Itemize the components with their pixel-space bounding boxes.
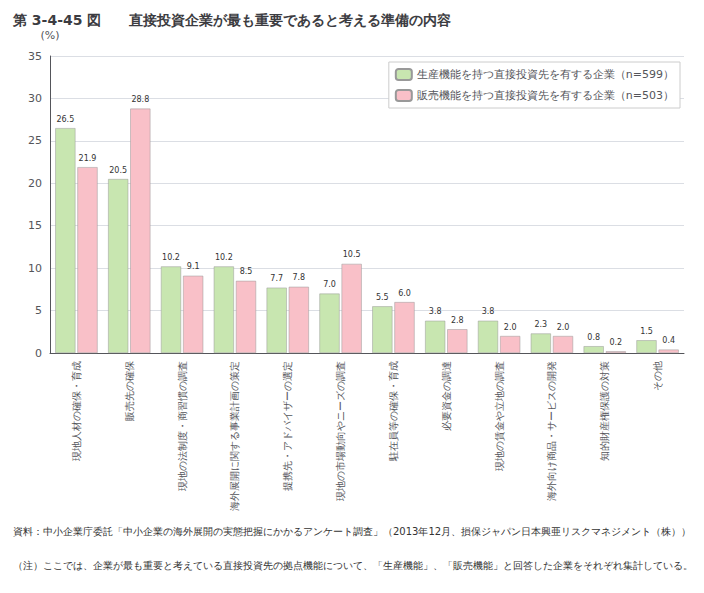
svg-text:(%): (%) xyxy=(40,29,59,42)
svg-text:販売機能を持つ直接投資先を有する企業（n=503）: 販売機能を持つ直接投資先を有する企業（n=503） xyxy=(417,89,674,102)
svg-text:提携先・アドバイザーの選定: 提携先・アドバイザーの選定 xyxy=(282,361,293,491)
svg-text:26.5: 26.5 xyxy=(56,115,74,124)
svg-text:現地人材の確保・育成: 現地人材の確保・育成 xyxy=(71,361,82,461)
svg-text:10: 10 xyxy=(28,262,42,275)
svg-text:5: 5 xyxy=(35,304,42,317)
svg-text:6.0: 6.0 xyxy=(398,289,411,298)
svg-text:0.4: 0.4 xyxy=(662,336,675,345)
svg-text:知的財産権保護の対策: 知的財産権保護の対策 xyxy=(599,361,610,461)
svg-text:35: 35 xyxy=(28,50,42,63)
svg-text:現地の市場動向やニーズの調査: 現地の市場動向やニーズの調査 xyxy=(335,361,346,501)
svg-text:2.0: 2.0 xyxy=(557,323,570,332)
svg-text:0.8: 0.8 xyxy=(587,333,600,342)
svg-text:2.8: 2.8 xyxy=(451,316,464,325)
svg-text:20.5: 20.5 xyxy=(109,166,127,175)
svg-text:10.2: 10.2 xyxy=(215,253,233,262)
svg-text:10.2: 10.2 xyxy=(162,253,180,262)
svg-text:（注）ここでは、企業が最も重要と考えている直接投資先の拠点機: （注）ここでは、企業が最も重要と考えている直接投資先の拠点機能について、「生産機… xyxy=(13,560,693,571)
svg-text:駐在員等の確保・育成: 駐在員等の確保・育成 xyxy=(388,361,399,462)
svg-text:その他: その他 xyxy=(652,361,663,391)
svg-text:資料：中小企業庁委託「中小企業の海外展開の実態把握にかかるア: 資料：中小企業庁委託「中小企業の海外展開の実態把握にかかるアンケート調査」（20… xyxy=(13,526,691,537)
svg-text:1.5: 1.5 xyxy=(640,327,653,336)
svg-text:2.3: 2.3 xyxy=(534,320,547,329)
svg-text:5.5: 5.5 xyxy=(376,293,389,302)
svg-text:9.1: 9.1 xyxy=(187,262,200,271)
svg-text:15: 15 xyxy=(28,219,42,232)
svg-text:7.0: 7.0 xyxy=(323,280,336,289)
svg-text:21.9: 21.9 xyxy=(79,154,97,163)
svg-text:現地の賃金や立地の調査: 現地の賃金や立地の調査 xyxy=(494,361,505,471)
svg-text:2.0: 2.0 xyxy=(504,323,517,332)
svg-text:海外向け商品・サービスの開発: 海外向け商品・サービスの開発 xyxy=(546,361,557,501)
svg-text:0.2: 0.2 xyxy=(609,338,622,347)
svg-text:7.8: 7.8 xyxy=(292,273,305,282)
svg-text:海外展開に関する事業計画の策定: 海外展開に関する事業計画の策定 xyxy=(229,361,240,511)
svg-text:20: 20 xyxy=(28,177,42,190)
svg-text:第 3-4-45 図 直接投資企業が最も重要であると考える: 第 3-4-45 図 直接投資企業が最も重要であると考える準備の内容 xyxy=(12,12,451,28)
svg-text:販売先の確保: 販売先の確保 xyxy=(124,361,135,421)
svg-text:10.5: 10.5 xyxy=(343,250,361,259)
svg-text:3.8: 3.8 xyxy=(429,307,442,316)
svg-text:現地の法制度・商習慣の調査: 現地の法制度・商習慣の調査 xyxy=(177,361,188,491)
svg-text:30: 30 xyxy=(28,92,42,105)
svg-text:25: 25 xyxy=(28,134,42,147)
svg-text:7.7: 7.7 xyxy=(270,274,283,283)
svg-text:生産機能を持つ直接投資先を有する企業（n=599）: 生産機能を持つ直接投資先を有する企業（n=599） xyxy=(417,68,674,81)
svg-text:28.8: 28.8 xyxy=(131,95,149,104)
svg-text:必要資金の調達: 必要資金の調達 xyxy=(441,361,452,431)
svg-text:8.5: 8.5 xyxy=(240,267,253,276)
svg-text:3.8: 3.8 xyxy=(482,307,495,316)
svg-text:0: 0 xyxy=(35,347,42,360)
